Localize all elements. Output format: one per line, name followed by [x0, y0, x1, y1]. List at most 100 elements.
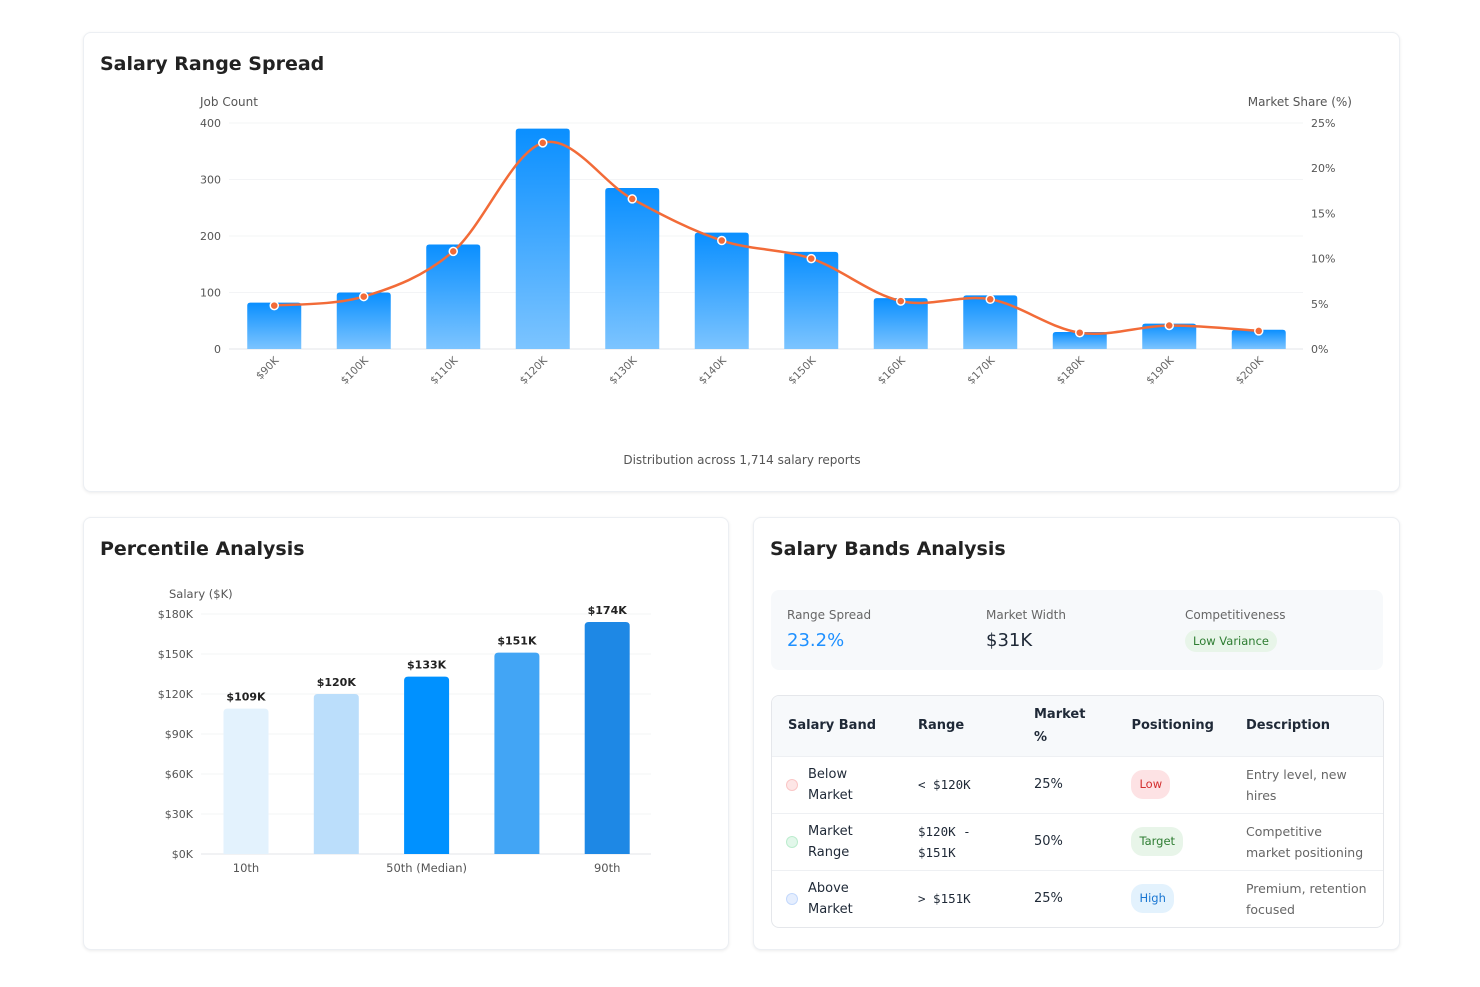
bar — [426, 244, 481, 349]
y-axis-label: Job Count — [199, 95, 258, 109]
x-tick-label: $170K — [965, 354, 998, 387]
range-cell: > $151K — [902, 869, 1018, 927]
positioning-cell: High — [1115, 869, 1230, 927]
description-cell: Entry level, new hires — [1229, 755, 1383, 813]
market-share-line — [274, 140, 1259, 335]
y-tick-label: 100 — [200, 287, 221, 300]
column-header: Market % — [1018, 696, 1116, 756]
band-dot-icon — [786, 835, 798, 848]
description-cell: Premium, retention focused — [1229, 869, 1383, 927]
line-point — [985, 294, 995, 305]
x-tick-label: $120K — [518, 354, 551, 387]
bar — [404, 676, 450, 854]
stat-label: Market Width — [986, 608, 1066, 622]
band-dot-icon — [786, 892, 798, 905]
y-tick-label: 300 — [200, 174, 221, 187]
x-tick-label: $110K — [428, 354, 461, 387]
stat-competitiveness: Competitiveness Low Variance — [1185, 608, 1285, 652]
table-row: Above Market > $151K 25% High Premium, r… — [772, 869, 1383, 927]
range-cell: $120K - $151K — [902, 812, 1018, 870]
bar — [223, 708, 269, 854]
band-name: Below Market — [808, 766, 853, 803]
x-tick-label: $130K — [607, 354, 640, 387]
y-tick-label: $90K — [165, 728, 194, 741]
line-point — [1075, 327, 1085, 338]
x-tick-label: 90th — [594, 861, 620, 875]
histogram-chart: Job Count Market Share (%) 0 100 200 300 400 0%… — [199, 95, 1352, 467]
bar — [313, 694, 359, 854]
line-point — [538, 138, 548, 148]
table-row: Below Market < $120K 25% Low Entry level… — [772, 755, 1383, 813]
y-tick-label: 200 — [200, 230, 221, 243]
bar — [584, 622, 630, 854]
x-tick-label: $160K — [876, 354, 909, 387]
status-badge: Low Variance — [1185, 630, 1277, 652]
line-point — [269, 300, 279, 311]
line-point — [448, 246, 458, 257]
description-cell: Competitive market positioning — [1229, 812, 1383, 870]
line-point — [806, 253, 816, 264]
table-row: Market Range $120K - $151K 50% Target Co… — [772, 812, 1383, 870]
line-point — [359, 291, 369, 302]
percentile-analysis-card: Percentile Analysis Salary ($K) $0K $30K $6… — [83, 517, 729, 950]
stat-value: $31K — [986, 630, 1033, 651]
stat-label: Range Spread — [787, 608, 872, 622]
bar — [1142, 323, 1197, 349]
y-tick-label: $60K — [165, 768, 194, 781]
y2-tick-label: 10% — [1311, 253, 1335, 266]
positioning-badge: Target — [1131, 827, 1184, 856]
card-title: Salary Bands Analysis — [770, 538, 1006, 560]
band-cell: Market Range — [772, 812, 902, 870]
salary-range-spread-card: Salary Range Spread Job Count Market Shar… — [83, 32, 1400, 492]
y2-tick-label: 0% — [1311, 343, 1328, 356]
data-label: $120K — [317, 676, 357, 689]
line-point — [1164, 320, 1174, 331]
market-pct-cell: 50% — [1018, 812, 1116, 870]
band-name: Above Market — [808, 880, 853, 917]
y-tick-label: $150K — [158, 648, 194, 661]
x-tick-label: 50th (Median) — [386, 861, 467, 875]
x-tick-label: $150K — [786, 354, 819, 387]
y-tick-label: $0K — [172, 848, 194, 861]
market-pct-cell: 25% — [1018, 869, 1116, 927]
bar — [247, 302, 302, 349]
market-pct-cell: 25% — [1018, 755, 1116, 813]
bar — [784, 251, 839, 349]
salary-bands-card: Salary Bands Analysis Range Spread 23.2%… — [753, 517, 1400, 950]
stat-value: 23.2% — [787, 630, 845, 651]
x-tick-label: $180K — [1055, 354, 1088, 387]
data-label: $133K — [407, 659, 447, 672]
x-tick-label: $200K — [1234, 354, 1267, 387]
x-tick-label: $190K — [1144, 354, 1177, 387]
x-tick-label: 10th — [233, 861, 259, 875]
y-axis-label: Salary ($K) — [169, 587, 233, 601]
bar — [494, 652, 540, 854]
card-title: Percentile Analysis — [100, 538, 305, 560]
stat-market-width: Market Width $31K — [986, 608, 1066, 651]
x-tick-label: $100K — [339, 354, 372, 387]
bar — [515, 128, 570, 349]
x-tick-label: $90K — [254, 354, 282, 382]
bar — [1052, 332, 1107, 349]
band-cell: Below Market — [772, 755, 902, 813]
card-title: Salary Range Spread — [100, 53, 325, 75]
y-tick-label: $180K — [158, 608, 194, 621]
bar — [1231, 329, 1286, 349]
range-cell: < $120K — [902, 755, 1018, 813]
y-tick-label: $30K — [165, 808, 194, 821]
stat-range-spread: Range Spread 23.2% — [787, 608, 871, 651]
column-header: Salary Band — [772, 696, 902, 756]
line-point — [717, 235, 727, 246]
chart-footer: Distribution across 1,714 salary reports — [623, 453, 860, 467]
positioning-cell: Low — [1115, 755, 1230, 813]
bar — [605, 187, 660, 349]
line-point — [1254, 326, 1264, 336]
line-point — [896, 296, 906, 306]
positioning-cell: Target — [1115, 812, 1230, 870]
y2-axis-label: Market Share (%) — [1248, 95, 1352, 109]
x-tick-label: $140K — [697, 354, 730, 387]
column-header: Range — [902, 696, 1018, 756]
y-tick-label: $120K — [158, 688, 194, 701]
stat-label: Competitiveness — [1185, 608, 1286, 622]
bar — [873, 298, 928, 349]
